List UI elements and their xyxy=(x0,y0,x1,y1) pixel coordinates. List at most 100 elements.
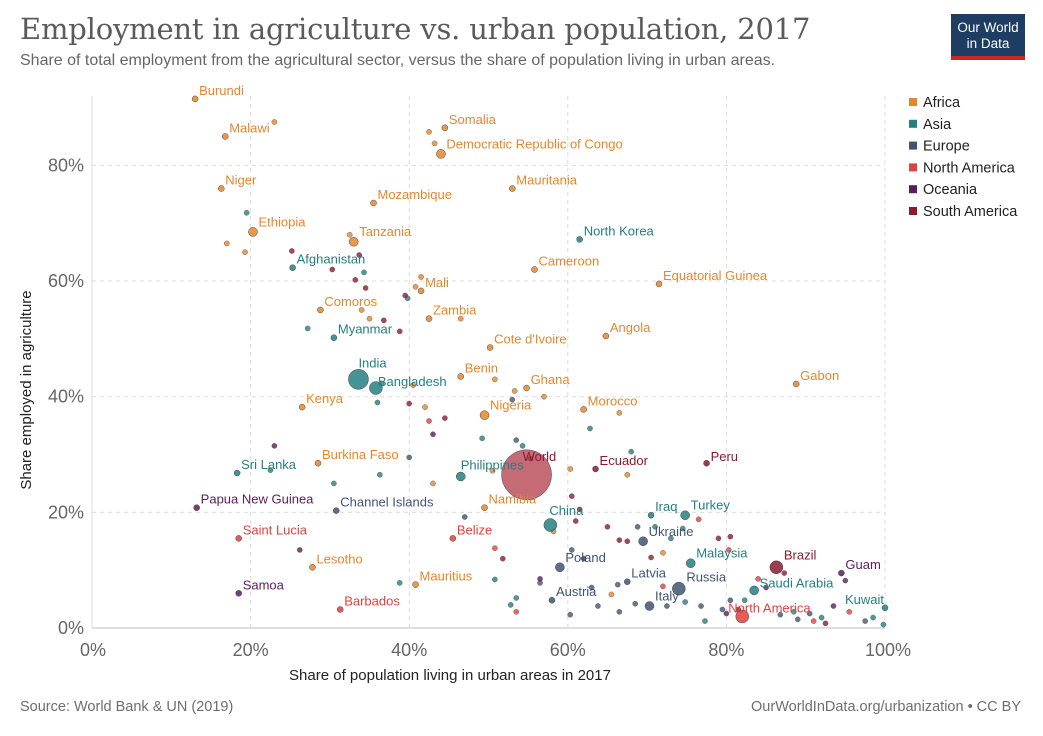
data-point xyxy=(794,616,801,623)
legend-swatch xyxy=(909,119,917,128)
data-point xyxy=(492,376,498,383)
x-tick-label: 60% xyxy=(550,640,586,660)
legend[interactable]: Africa Asia Europe North America Oceania Sout… xyxy=(909,95,1018,220)
data-point xyxy=(271,119,278,125)
data-point xyxy=(668,535,674,542)
data-point-lesotho xyxy=(309,564,316,571)
logo-line2: in Data xyxy=(966,36,1010,51)
data-point xyxy=(513,595,520,601)
point-label: Equatorial Guinea xyxy=(663,268,768,283)
data-point xyxy=(880,621,887,628)
data-point xyxy=(361,269,367,276)
data-point xyxy=(568,493,575,499)
point-label: Kuwait xyxy=(845,592,884,607)
data-point-mauritius xyxy=(412,581,419,588)
point-label: Mauritania xyxy=(516,173,577,188)
point-label: Comoros xyxy=(324,294,377,309)
point-label: Mozambique xyxy=(378,187,452,202)
data-point-cote-d-ivoire xyxy=(486,344,494,351)
legend-item-label: Oceania xyxy=(923,182,978,198)
point-label: Burundi xyxy=(199,83,244,98)
point-label: Belize xyxy=(457,522,492,537)
data-point xyxy=(660,550,666,556)
point-label: Niger xyxy=(225,173,257,188)
data-point-guam xyxy=(838,569,845,577)
data-point xyxy=(519,443,526,449)
data-point-niger xyxy=(218,185,225,192)
data-point-somalia xyxy=(441,124,449,132)
data-point-benin xyxy=(457,373,464,380)
y-tick-label: 60% xyxy=(48,271,84,291)
y-tick-label: 80% xyxy=(48,155,84,175)
point-label: Austria xyxy=(556,584,597,599)
data-point xyxy=(402,292,409,299)
data-point xyxy=(698,603,704,609)
data-point xyxy=(580,555,587,562)
data-point-papua-new-guinea xyxy=(193,504,200,511)
data-point-philippines xyxy=(455,471,466,482)
data-point xyxy=(243,210,250,216)
data-point xyxy=(492,576,498,583)
data-point xyxy=(806,610,813,617)
x-tick-label: 20% xyxy=(233,640,269,660)
point-label: Angola xyxy=(610,320,651,335)
grid-lines xyxy=(91,96,886,629)
data-point-morocco xyxy=(580,406,587,413)
data-point xyxy=(614,581,621,588)
data-point-ghana xyxy=(523,384,530,392)
data-point xyxy=(331,480,337,487)
data-point xyxy=(352,277,359,283)
data-point-brazil xyxy=(769,560,784,575)
data-point xyxy=(377,471,383,478)
owid-logo[interactable]: Our World in Data xyxy=(951,14,1025,60)
data-point xyxy=(381,317,387,324)
data-point-india xyxy=(348,369,369,390)
point-label: Burkina Faso xyxy=(322,447,399,462)
data-point xyxy=(818,614,825,621)
data-point xyxy=(426,418,432,424)
point-label: Saint Lucia xyxy=(243,522,308,537)
data-point xyxy=(426,129,432,135)
point-label: Afghanistan xyxy=(297,252,366,267)
legend-item-label: Europe xyxy=(923,139,970,155)
point-label: Morocco xyxy=(588,393,638,408)
data-point xyxy=(537,576,543,582)
x-tick-label: 40% xyxy=(391,640,427,660)
point-label: Samoa xyxy=(243,577,285,592)
point-label: Iraq xyxy=(655,499,677,514)
x-tick-label: 100% xyxy=(865,640,911,660)
data-point xyxy=(457,315,464,322)
data-point xyxy=(616,609,623,615)
data-point xyxy=(741,597,748,604)
data-point xyxy=(624,538,631,545)
data-point xyxy=(652,524,658,530)
data-point xyxy=(329,266,336,273)
data-point xyxy=(595,603,601,609)
unlabeled-points xyxy=(224,119,887,628)
point-label: Guam xyxy=(845,557,880,572)
data-point xyxy=(358,307,365,313)
data-point-sri-lanka xyxy=(233,469,241,477)
data-point xyxy=(648,554,654,561)
legend-item-label: North America xyxy=(923,160,1016,176)
data-point-kenya xyxy=(298,403,306,411)
data-point xyxy=(624,471,631,478)
data-point xyxy=(755,576,761,582)
point-label: Turkey xyxy=(691,498,731,513)
data-point xyxy=(702,618,708,624)
x-tick-label: 80% xyxy=(708,640,744,660)
data-point xyxy=(616,410,623,416)
data-point-barbados xyxy=(336,606,344,613)
footer-link[interactable]: OurWorldInData.org/urbanization • CC BY xyxy=(751,699,1021,715)
point-label: Bangladesh xyxy=(378,374,447,389)
point-label: Gabon xyxy=(800,368,839,383)
data-point-peru xyxy=(703,459,710,467)
point-label: Sri Lanka xyxy=(241,457,297,472)
data-point xyxy=(719,606,726,613)
data-point xyxy=(271,443,278,449)
data-point-angola xyxy=(602,332,610,340)
data-point-zambia xyxy=(425,315,433,322)
point-label: Ecuador xyxy=(600,453,649,468)
data-point-austria xyxy=(548,596,556,604)
data-point xyxy=(410,382,416,388)
